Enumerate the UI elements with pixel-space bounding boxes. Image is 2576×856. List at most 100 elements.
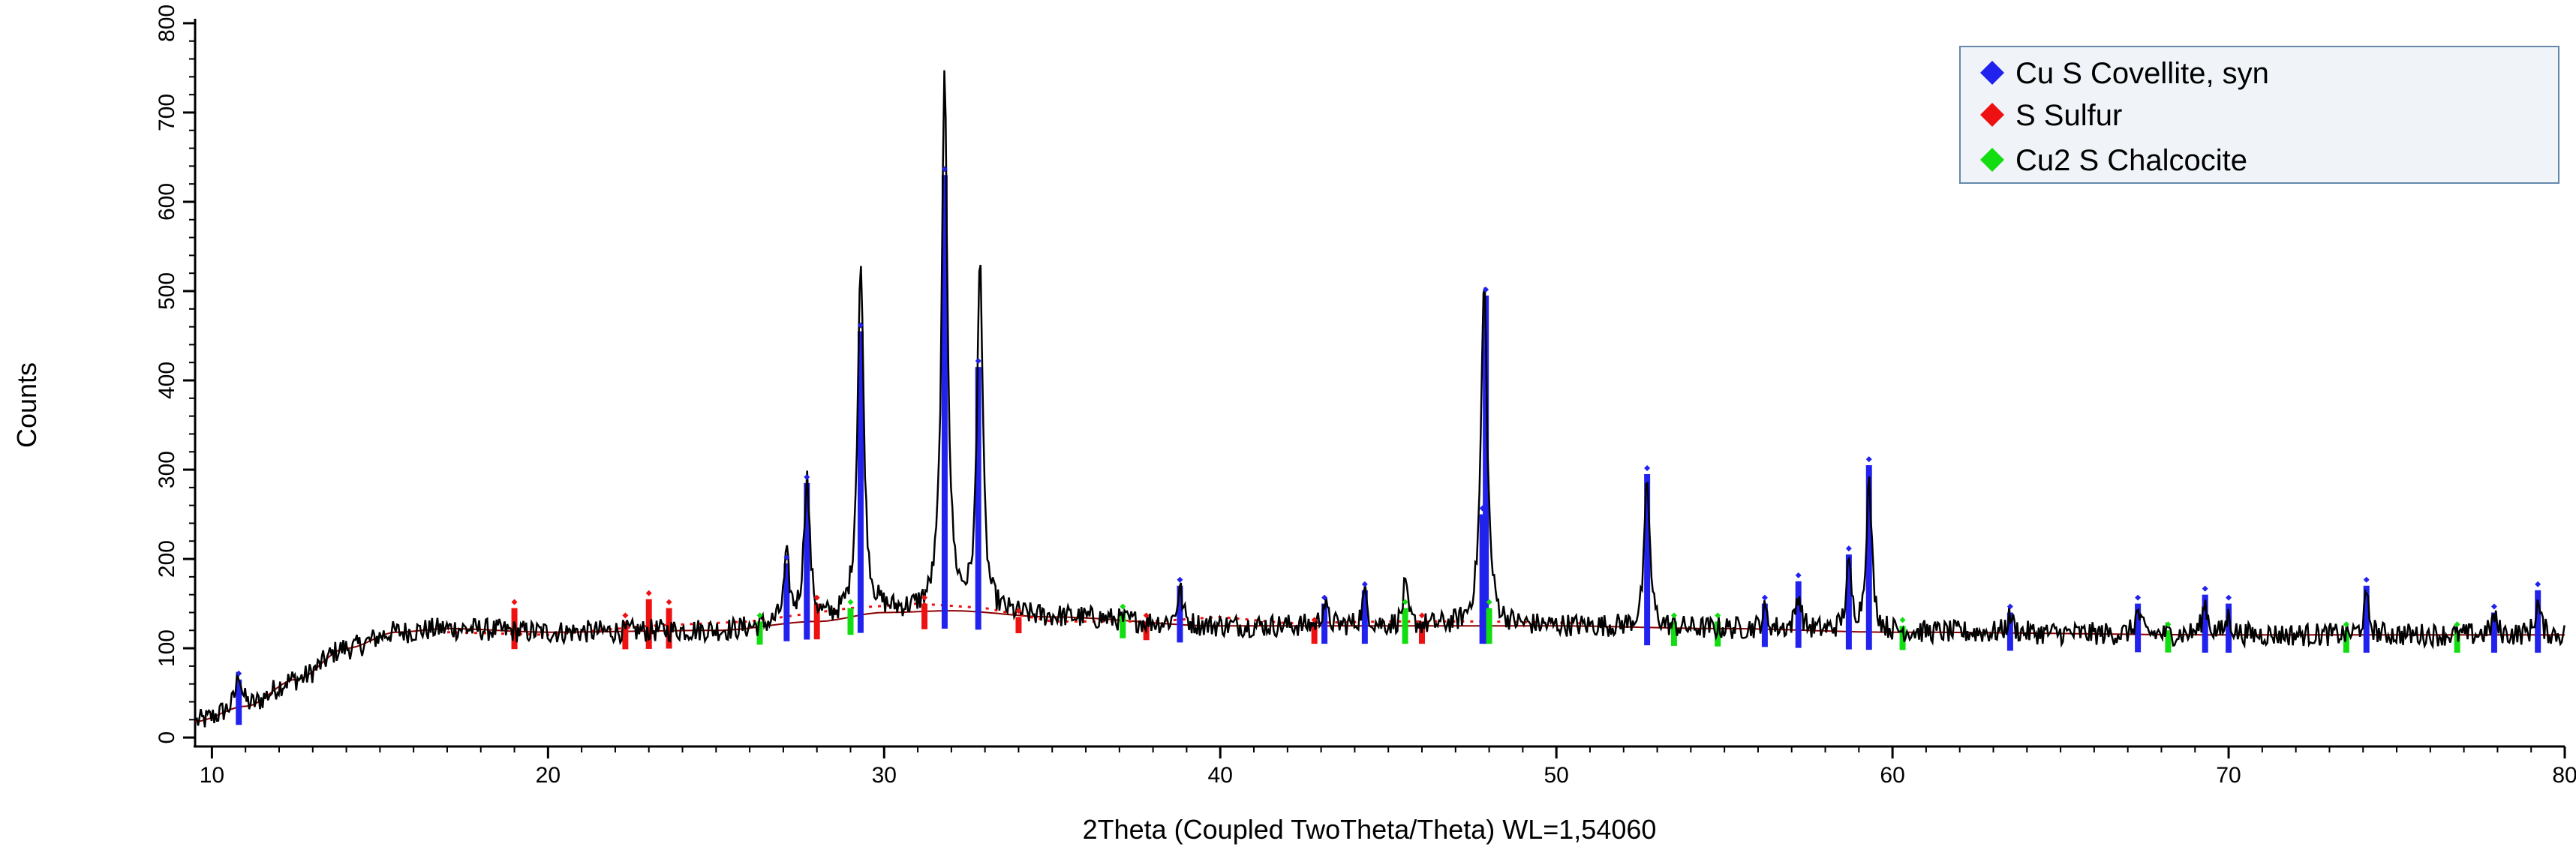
legend-diamond-icon bbox=[1980, 103, 2004, 127]
reference-peak-marker bbox=[1311, 617, 1318, 623]
reference-peak-marker bbox=[2363, 576, 2370, 583]
legend-diamond-icon bbox=[1980, 148, 2004, 172]
reference-peak-sticks bbox=[236, 175, 2541, 725]
reference-peak-stick bbox=[756, 621, 763, 645]
legend-label-covellite: Cu S Covellite, syn bbox=[2015, 57, 2269, 90]
y-tick-label: 500 bbox=[155, 272, 179, 310]
reference-peak-stick bbox=[1845, 554, 1852, 650]
legend-box bbox=[1959, 46, 2559, 184]
reference-peak-stick bbox=[2135, 603, 2142, 653]
measured-pattern-line bbox=[195, 70, 2565, 728]
reference-peak-marker bbox=[1015, 608, 1022, 614]
reference-peak-marker bbox=[1845, 545, 1852, 552]
reference-peak-stick bbox=[813, 603, 820, 640]
reference-peak-marker bbox=[1177, 576, 1183, 583]
reference-peak-marker bbox=[1483, 286, 1489, 293]
reference-peak-marker bbox=[783, 554, 790, 561]
legend-label-sulfur: S Sulfur bbox=[2015, 99, 2122, 132]
reference-peak-marker bbox=[756, 612, 763, 619]
reference-peak-stick bbox=[2454, 630, 2460, 653]
reference-peak-stick bbox=[2202, 594, 2208, 653]
reference-peak-marker bbox=[1402, 599, 1408, 605]
reference-peak-stick bbox=[2343, 630, 2349, 653]
x-axis-title: 2Theta (Coupled TwoTheta/Theta) WL=1,540… bbox=[1083, 814, 1657, 845]
reference-peak-marker bbox=[2226, 594, 2232, 601]
reference-peak-stick bbox=[857, 331, 864, 633]
reference-peak-stick bbox=[921, 603, 928, 629]
reference-peak-stick bbox=[1361, 590, 1368, 644]
reference-peak-stick bbox=[1120, 612, 1126, 638]
reference-peak-marker bbox=[2343, 621, 2349, 628]
legend-entry-sulfur: S Sulfur bbox=[1980, 99, 2122, 132]
reference-peak-stick bbox=[1644, 473, 1651, 646]
y-tick-label: 700 bbox=[155, 94, 179, 131]
reference-peak-stick bbox=[2006, 612, 2013, 651]
legend-label-chalcocite: Cu2 S Chalcocite bbox=[2015, 144, 2247, 177]
reference-peak-marker bbox=[847, 599, 854, 605]
reference-peak-marker bbox=[1143, 612, 1150, 619]
reference-peak-stick bbox=[2535, 590, 2541, 653]
reference-peak-marker bbox=[2135, 594, 2142, 601]
x-tick-label: 50 bbox=[1543, 763, 1568, 788]
reference-peak-marker bbox=[236, 670, 242, 677]
reference-peak-stick bbox=[2490, 612, 2497, 653]
y-tick-label: 0 bbox=[155, 731, 179, 744]
x-tick-label: 10 bbox=[200, 763, 224, 788]
y-axis-title: Counts bbox=[11, 362, 42, 448]
reference-peak-stick bbox=[2165, 630, 2172, 653]
x-tick-label: 20 bbox=[536, 763, 561, 788]
reference-peak-stick bbox=[236, 679, 242, 725]
reference-peak-marker bbox=[2535, 581, 2541, 587]
reference-peak-stick bbox=[783, 563, 790, 641]
y-tick-label: 600 bbox=[155, 183, 179, 221]
reference-peak-stick bbox=[622, 621, 629, 650]
reference-peak-marker bbox=[1715, 612, 1721, 619]
reference-peak-marker bbox=[804, 473, 810, 480]
reference-peak-stick bbox=[975, 367, 981, 630]
reference-peak-marker bbox=[1670, 612, 1677, 619]
reference-peak-stick bbox=[2226, 603, 2232, 653]
reference-peak-marker bbox=[921, 594, 928, 601]
reference-peak-stick bbox=[1761, 603, 1768, 647]
x-axis-ticks: 10 20 30 40 50 60 70 80 bbox=[200, 746, 2576, 788]
reference-peak-markers bbox=[236, 166, 2541, 677]
reference-peak-marker bbox=[975, 358, 981, 365]
reference-peak-stick bbox=[666, 608, 672, 649]
x-tick-label: 80 bbox=[2552, 763, 2576, 788]
reference-peak-stick bbox=[1483, 295, 1489, 644]
reference-peak-marker bbox=[857, 322, 864, 329]
reference-peak-marker bbox=[941, 166, 948, 173]
reference-peak-marker bbox=[2490, 603, 2497, 610]
reference-peak-marker bbox=[1321, 594, 1328, 601]
y-tick-label: 200 bbox=[155, 540, 179, 578]
reference-peak-marker bbox=[645, 590, 652, 596]
reference-peak-marker bbox=[1120, 603, 1126, 610]
reference-peak-stick bbox=[1177, 585, 1183, 643]
reference-peak-marker bbox=[2006, 603, 2013, 610]
reference-peak-stick bbox=[1670, 621, 1677, 646]
reference-peak-stick bbox=[1321, 603, 1328, 644]
reference-peak-stick bbox=[1015, 617, 1022, 634]
plot-frame bbox=[194, 19, 2565, 748]
reference-peak-marker bbox=[1795, 572, 1802, 578]
reference-peak-marker bbox=[1865, 456, 1872, 463]
reference-peak-stick bbox=[645, 599, 652, 649]
reference-peak-stick bbox=[1899, 626, 1906, 650]
x-tick-label: 30 bbox=[872, 763, 897, 788]
y-tick-label: 400 bbox=[155, 362, 179, 399]
reference-peak-stick bbox=[941, 175, 948, 629]
reference-peak-stick bbox=[1795, 581, 1802, 648]
reference-peak-marker bbox=[1361, 581, 1368, 587]
y-tick-label: 300 bbox=[155, 451, 179, 488]
reference-peak-stick bbox=[2363, 585, 2370, 653]
reference-peak-marker bbox=[2454, 621, 2460, 628]
y-axis-ticks: 0 100 200 300 400 500 600 700 800 bbox=[155, 5, 195, 744]
y-tick-label: 800 bbox=[155, 5, 179, 42]
reference-peak-marker bbox=[2202, 585, 2208, 592]
reference-peak-stick bbox=[1402, 608, 1408, 644]
reference-peak-marker bbox=[1486, 599, 1492, 605]
x-tick-label: 60 bbox=[1880, 763, 1904, 788]
legend-entry-chalcocite: Cu2 S Chalcocite bbox=[1980, 144, 2247, 177]
reference-peak-stick bbox=[1311, 626, 1318, 644]
